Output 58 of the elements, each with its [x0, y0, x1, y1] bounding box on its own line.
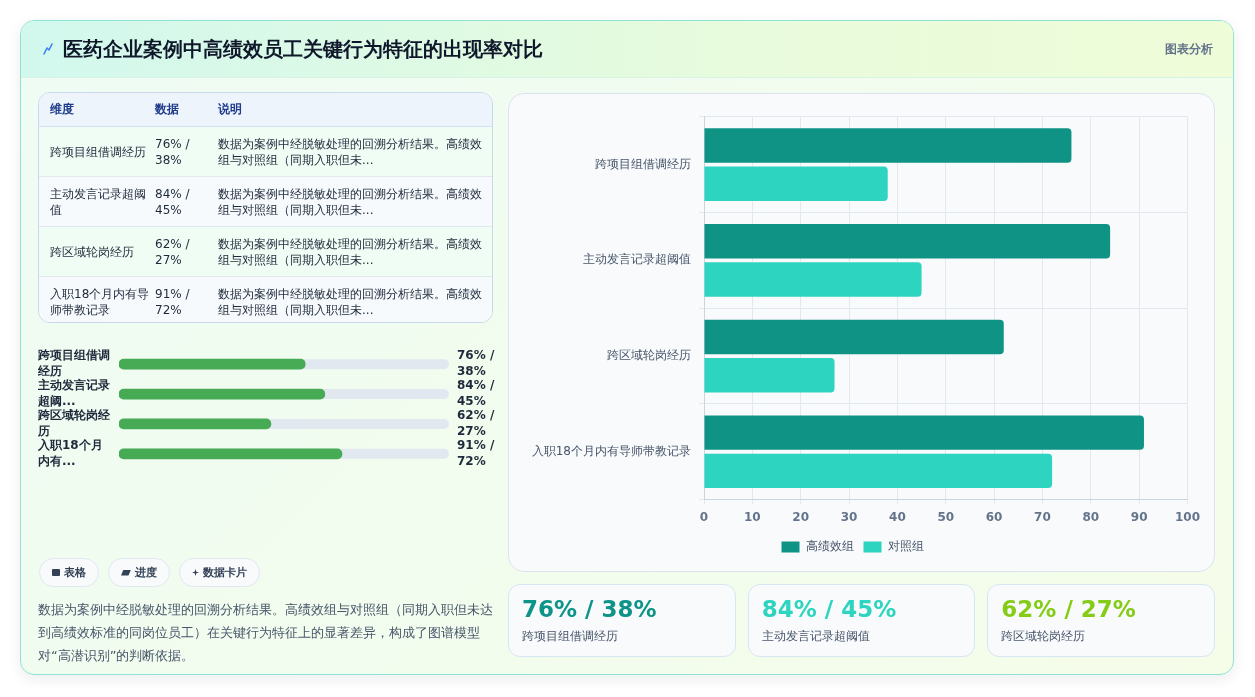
- text: 数据为案例中经脱敏处理的回溯分析结果。高绩效组与对照组（同期入职但未...: [218, 235, 483, 269]
- x-tick-label: 20: [792, 509, 810, 524]
- bar: [704, 223, 1111, 259]
- text: 数据为案例中经脱敏处理的回溯分析结果。高绩效组与对照组（同期入职但未...: [218, 135, 483, 169]
- y-tick-label: 跨项目组借调经历: [37, 348, 110, 379]
- bar: [704, 262, 922, 297]
- legend-label: 高绩效组: [805, 539, 854, 554]
- text: 图表分析: [1165, 41, 1213, 58]
- text: 数据: [155, 101, 180, 118]
- y-tick-label: 入职18个月内有导师带教记录: [531, 443, 691, 458]
- y-tick-label: 主动发言记录超阈...: [37, 378, 110, 409]
- bar: [704, 453, 1053, 489]
- text: 数据为案例中经脱敏处理的回溯分析结果。高绩效组与对照组（同期入职但未...: [218, 185, 483, 219]
- bar: [704, 166, 888, 202]
- x-tick-label: 70: [1034, 509, 1051, 524]
- text: 医药企业案例中高绩效员工关键行为特征的出现率对比: [63, 36, 543, 62]
- bar: [704, 128, 1072, 163]
- category-label: 跨区域轮岗经历: [49, 243, 135, 261]
- y-tick-label: 跨区域轮岗经历: [37, 407, 111, 439]
- category-label: 跨项目组借调经历: [49, 143, 147, 161]
- data-label: 84% / 45%: [457, 378, 495, 409]
- text: 维度: [49, 101, 75, 118]
- text: 说明: [218, 101, 243, 118]
- text: 数据为案例中经脱敏处理的回溯分析结果。高绩效组与对照组（同期入职但未...: [218, 285, 483, 319]
- text: 76% / 38%: [155, 136, 190, 167]
- x-tick-label: 50: [937, 509, 955, 524]
- category-label: 进度: [135, 565, 157, 580]
- x-tick-label: 90: [1130, 509, 1148, 524]
- category-label: 主动发言记录超阈值: [761, 628, 871, 645]
- y-tick-label: 跨区域轮岗经历: [607, 348, 691, 363]
- bar: [704, 357, 835, 393]
- x-tick-label: 10: [744, 509, 761, 524]
- text: 91% / 72%: [155, 286, 190, 317]
- x-tick-label: 60: [985, 509, 1003, 524]
- bar: [704, 415, 1144, 450]
- x-tick-label: 80: [1082, 509, 1100, 524]
- bar: [704, 319, 1004, 355]
- data-label: 76% / 38%: [457, 348, 495, 379]
- x-tick-label: 100: [1174, 509, 1201, 524]
- data-label: 91% / 72%: [457, 437, 495, 468]
- text: 62% / 27%: [155, 236, 190, 267]
- x-tick-label: 30: [840, 509, 858, 524]
- category-label: 数据卡片: [203, 565, 247, 580]
- x-tick-label: 40: [889, 509, 906, 524]
- text: 76% / 38%: [522, 596, 657, 622]
- text: 数据为案例中经脱敏处理的回溯分析结果。高绩效组与对照组（同期入职但未达到高绩效标准的同岗位员工）在关键行为特征上的显著差异，构成了图谱模型对“高潜识别”的判断依据。: [38, 601, 493, 665]
- legend-label: 对照组: [887, 539, 924, 554]
- category-label: 表格: [64, 565, 86, 580]
- y-tick-label: 主动发言记录超阈值: [583, 252, 691, 267]
- category-label: 跨项目组借调经历: [522, 628, 619, 645]
- data-label: 62% / 27%: [457, 408, 495, 439]
- category-label: 跨区域轮岗经历: [1001, 628, 1087, 645]
- text: 84% / 45%: [155, 186, 190, 217]
- text: 84% / 45%: [761, 596, 897, 622]
- x-tick-label: 0: [699, 509, 709, 524]
- y-tick-label: 跨项目组借调经历: [595, 156, 691, 171]
- y-tick-label: 入职18个月内有...: [37, 437, 103, 469]
- text: 62% / 27%: [1001, 596, 1136, 622]
